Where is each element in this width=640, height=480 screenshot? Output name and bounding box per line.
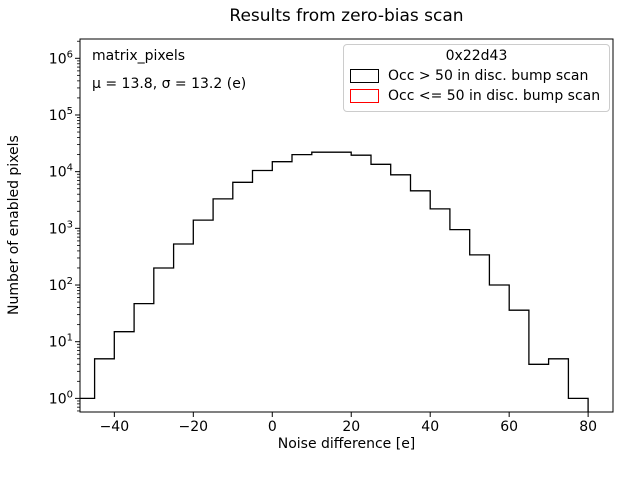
legend-swatch-black-outline [350,69,379,83]
x-tick-label: −20 [179,419,209,435]
legend-entry-occ-le-50: Occ <= 50 in disc. bump scan [350,86,603,106]
y-tick-label: 103 [49,219,73,237]
y-tick-label: 102 [49,276,73,294]
annotation-dataset-name: matrix_pixels [92,48,186,64]
legend-entry-label: Occ <= 50 in disc. bump scan [388,88,601,104]
y-tick-label: 105 [49,106,73,124]
annotation-stats: μ = 13.8, σ = 13.2 (e) [92,76,247,92]
y-tick-label: 100 [49,389,73,407]
x-tick-label: 0 [268,419,277,435]
legend-swatch-red-outline [350,89,379,103]
x-axis-label: Noise difference [e] [277,436,416,452]
chart-title: Results from zero-bias scan [229,6,464,26]
y-tick-label: 101 [49,333,73,351]
x-tick-label: 20 [342,419,360,435]
axes-frame [79,38,614,413]
histogram-step-outline [80,151,589,412]
y-tick-label: 106 [49,49,73,67]
legend-entry-label: Occ > 50 in disc. bump scan [388,68,589,84]
x-tick-label: 60 [500,419,518,435]
x-tick-label: −40 [100,419,130,435]
legend: 0x22d43 Occ > 50 in disc. bump scan Occ … [343,44,610,112]
x-tick-label: 40 [421,419,439,435]
y-axis-label: Number of enabled pixels [6,135,22,316]
legend-title: 0x22d43 [445,48,508,64]
legend-entry-occ-gt-50: Occ > 50 in disc. bump scan [350,66,603,86]
y-tick-label: 104 [49,163,73,181]
x-tick-label: 80 [579,419,597,435]
